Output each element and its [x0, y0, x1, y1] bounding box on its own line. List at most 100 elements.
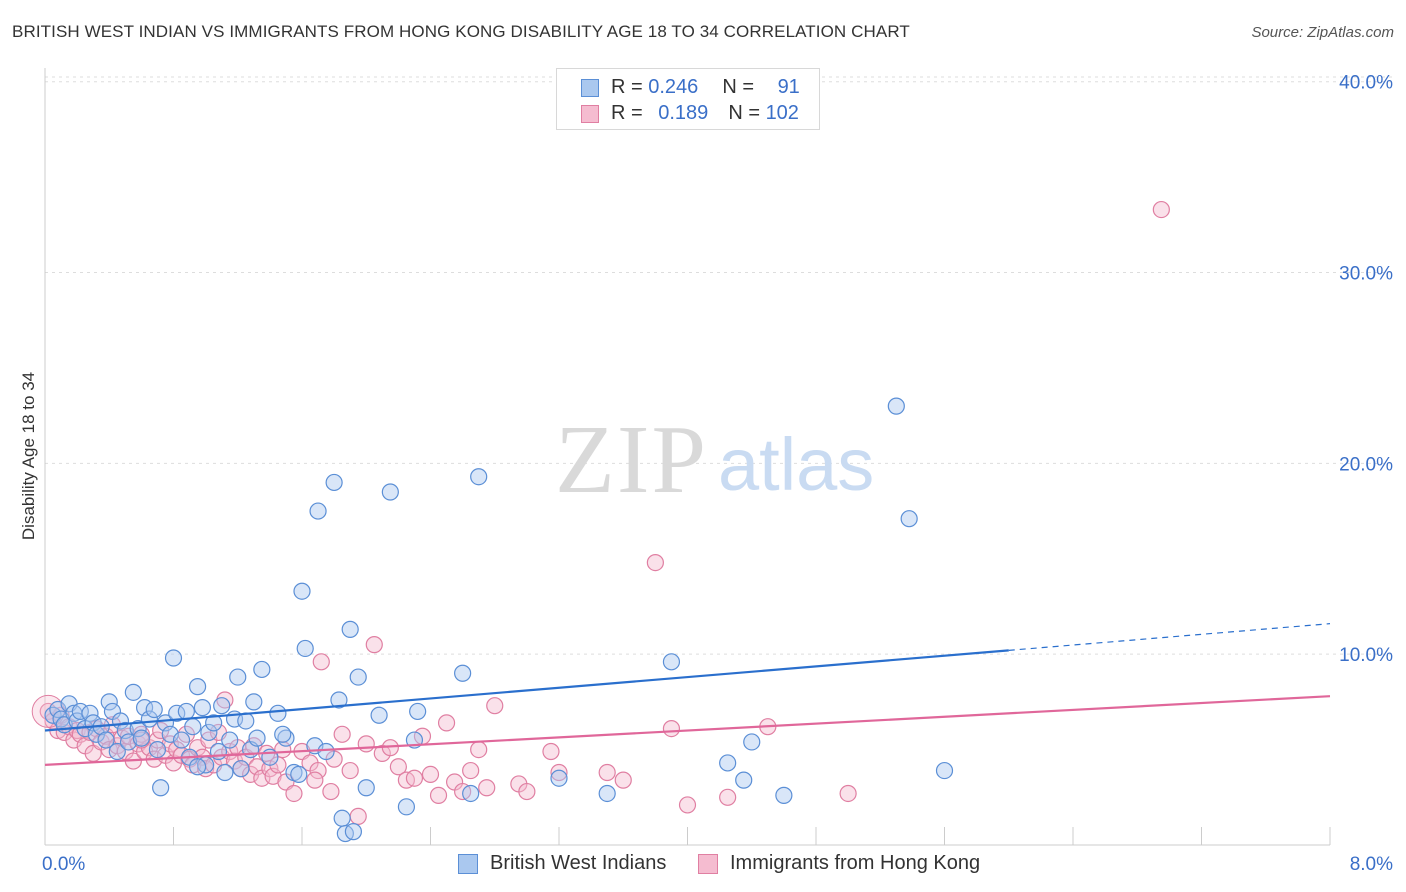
- blue-point: [245, 693, 263, 711]
- r-label: R =: [611, 102, 649, 124]
- blue-point: [349, 668, 367, 686]
- pink-point: [349, 807, 367, 825]
- pink-point: [429, 786, 448, 804]
- blue-point: [81, 704, 99, 722]
- stats-legend: R = 0.246 N = 91 R = 0.189 N = 102: [556, 68, 820, 130]
- blue-point: [269, 704, 287, 722]
- blue-swatch: [581, 79, 599, 97]
- r-label: R =: [611, 76, 649, 98]
- pink-point: [598, 763, 616, 782]
- n-value: 91: [777, 76, 800, 98]
- blue-point: [935, 761, 954, 780]
- blue-point: [296, 639, 314, 658]
- blue-point: [470, 468, 488, 486]
- y-tick-label: 40.0%: [1339, 73, 1393, 94]
- blue-point: [290, 765, 308, 783]
- pink-point: [719, 788, 737, 806]
- blue-point: [108, 742, 126, 761]
- blue-point: [124, 683, 142, 701]
- blue-point: [462, 784, 480, 803]
- blue-point: [148, 740, 167, 759]
- blue-point: [341, 620, 359, 638]
- blue-point: [333, 809, 351, 827]
- blue-point: [325, 473, 343, 492]
- blue-point: [232, 760, 250, 778]
- pink-point: [357, 735, 375, 753]
- pink-point: [306, 771, 324, 789]
- blue-point: [188, 678, 207, 696]
- legend-label: British West Indians: [490, 852, 667, 874]
- source-credit: Source: ZipAtlas.com: [1251, 24, 1394, 41]
- blue-point: [164, 649, 183, 667]
- pink-point: [312, 653, 330, 671]
- pink-legend-swatch: [698, 854, 718, 874]
- pink-swatch: [581, 105, 599, 123]
- legend-label: Immigrants from Hong Kong: [730, 852, 981, 874]
- blue-point: [216, 763, 234, 782]
- blue-point: [719, 754, 737, 772]
- pink-point: [285, 784, 303, 803]
- pink-point: [421, 765, 440, 783]
- blue-point: [397, 798, 416, 816]
- blue-point: [177, 702, 195, 721]
- pink-point: [322, 782, 340, 801]
- blue-point: [97, 731, 115, 749]
- blue-point: [188, 758, 207, 776]
- blue-point: [900, 510, 918, 528]
- blue-point: [132, 729, 150, 747]
- blue-point: [193, 699, 212, 717]
- blue-point: [735, 771, 753, 789]
- blue-point: [309, 502, 327, 520]
- pink-point: [550, 763, 568, 782]
- r-value: 0.246: [648, 76, 699, 98]
- pink-point: [518, 782, 536, 801]
- blue-point: [184, 718, 202, 736]
- x-tick-label-max: 8.0%: [1350, 854, 1393, 875]
- blue-legend-swatch: [458, 854, 478, 874]
- blue-point: [344, 823, 362, 841]
- blue-point: [229, 668, 247, 686]
- chart-title: BRITISH WEST INDIAN VS IMMIGRANTS FROM H…: [12, 22, 910, 41]
- blue-point: [550, 769, 568, 787]
- grid-layer: [45, 76, 1392, 655]
- blue-point: [598, 784, 616, 803]
- pink-trend-line: [44, 695, 1331, 766]
- pink-point: [478, 779, 496, 797]
- r-value: 0.189: [658, 102, 709, 124]
- pink-point: [389, 758, 407, 776]
- blue-point: [129, 720, 147, 738]
- blue-point: [253, 660, 271, 679]
- pink-point: [542, 742, 560, 761]
- pink-point: [309, 761, 327, 780]
- pink-point: [341, 761, 359, 780]
- pink-point: [365, 636, 383, 654]
- blue-point: [357, 779, 375, 797]
- blue-point: [317, 742, 335, 761]
- series-british-west-indians-points: [44, 397, 954, 843]
- blue-trend-line: [44, 649, 1009, 732]
- pink-point: [646, 553, 664, 572]
- pink-point: [405, 769, 424, 787]
- blue-point: [775, 786, 793, 804]
- y-tick-label: 30.0%: [1339, 264, 1393, 285]
- blue-point: [454, 664, 472, 682]
- pink-point: [839, 784, 857, 803]
- blue-point: [274, 725, 292, 743]
- y-tick-label: 20.0%: [1339, 454, 1393, 475]
- blue-point: [119, 733, 138, 751]
- blue-point: [409, 702, 427, 721]
- blue-point: [205, 714, 223, 732]
- blue-trend-extension: [1008, 623, 1331, 651]
- tick-labels: 10.0% 20.0% 30.0% 40.0% 0.0% 8.0%: [42, 73, 1393, 875]
- pink-point: [678, 796, 697, 814]
- x-tick-label-min: 0.0%: [42, 854, 85, 875]
- n-label: N =: [722, 76, 760, 98]
- pink-point: [1152, 200, 1170, 219]
- blue-point: [662, 653, 681, 671]
- n-label: N =: [728, 102, 766, 124]
- blue-point: [293, 582, 311, 600]
- pink-point: [486, 697, 504, 715]
- blue-point: [381, 483, 399, 501]
- blue-point: [200, 723, 218, 742]
